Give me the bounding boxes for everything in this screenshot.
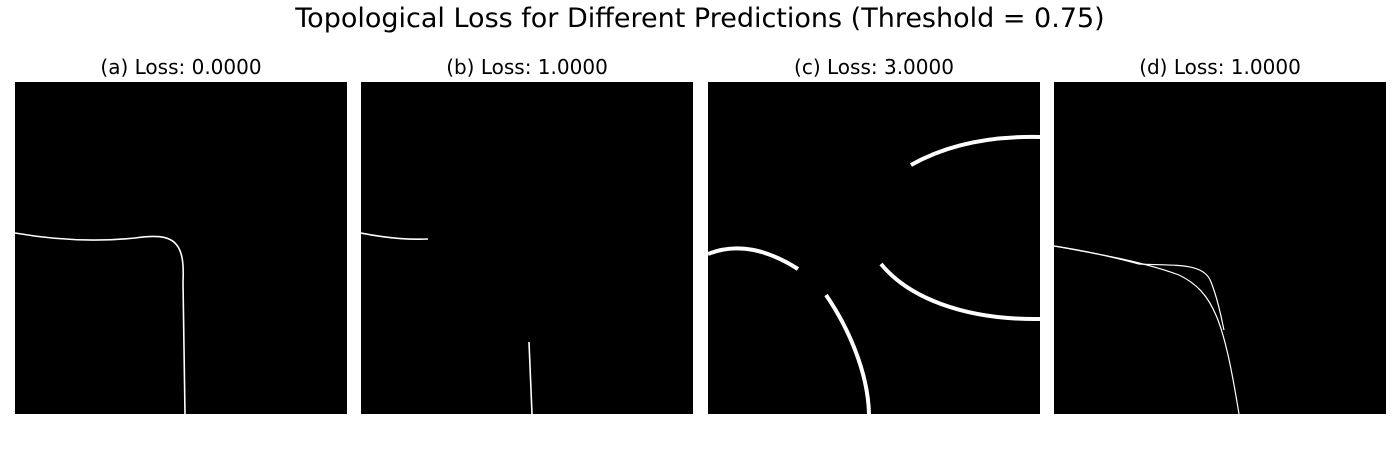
figure-title: Topological Loss for Different Predictio… bbox=[295, 3, 1105, 34]
panel-d: (d) Loss: 1.0000 bbox=[1054, 52, 1386, 414]
panel-title-c: (c) Loss: 3.0000 bbox=[794, 55, 954, 79]
arc-c-left bbox=[708, 246, 800, 271]
image-d bbox=[1054, 82, 1386, 414]
arc-c-mid-right bbox=[879, 262, 1040, 322]
curve-a bbox=[15, 232, 186, 414]
image-c bbox=[708, 82, 1040, 414]
arc-c-top-right bbox=[910, 134, 1040, 167]
image-a bbox=[15, 82, 347, 414]
panel-a: (a) Loss: 0.0000 bbox=[15, 52, 347, 414]
curve-d-two bbox=[1054, 245, 1225, 331]
panel-c: (c) Loss: 3.0000 bbox=[708, 52, 1040, 414]
panel-title-b: (b) Loss: 1.0000 bbox=[446, 55, 608, 79]
curve-b-upper bbox=[361, 232, 429, 241]
arc-c-bottom bbox=[824, 293, 871, 414]
panel-b: (b) Loss: 1.0000 bbox=[361, 52, 693, 414]
curve-b-lower bbox=[528, 341, 533, 414]
panel-title-d: (d) Loss: 1.0000 bbox=[1139, 55, 1301, 79]
image-b bbox=[361, 82, 693, 414]
panel-title-a: (a) Loss: 0.0000 bbox=[100, 55, 262, 79]
